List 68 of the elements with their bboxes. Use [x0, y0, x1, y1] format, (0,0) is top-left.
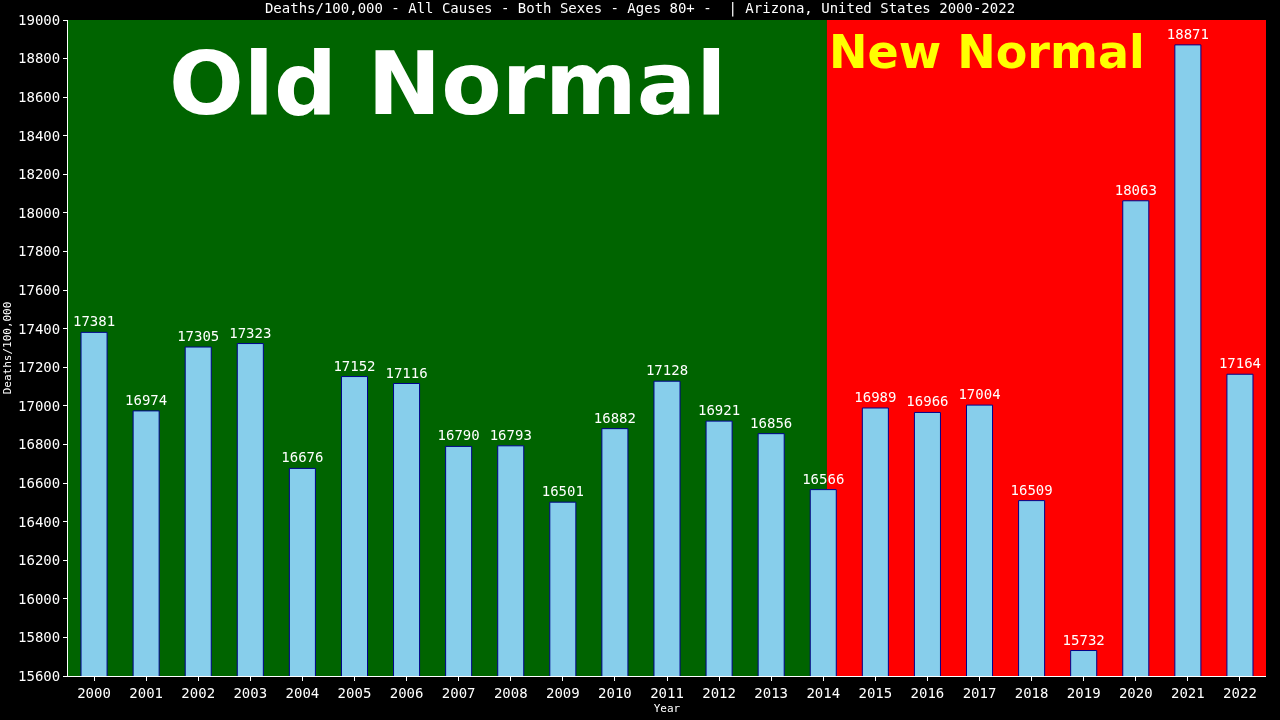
- x-tick-label: 2021: [1171, 684, 1205, 701]
- y-tick-label: 18200: [18, 166, 61, 183]
- x-tick-label: 2002: [181, 684, 216, 701]
- data-label: 18063: [1114, 181, 1157, 198]
- x-tick-label: 2019: [1066, 684, 1101, 701]
- y-tick-label: 17000: [18, 397, 61, 414]
- y-tick-label: 16400: [18, 513, 61, 530]
- y-tick-label: 19000: [18, 11, 61, 28]
- x-tick-label: 2003: [233, 684, 268, 701]
- data-label: 17004: [958, 386, 1001, 403]
- chart-title: Deaths/100,000 - All Causes - Both Sexes - Ages 80+ - | Arizona, United States 2000-2022: [264, 0, 1016, 18]
- y-tick-label: 18400: [18, 127, 61, 144]
- x-tick-label: 2005: [337, 684, 372, 701]
- x-tick-label: 2000: [77, 684, 111, 701]
- x-tick-label: 2011: [650, 684, 684, 701]
- data-label: 17305: [177, 328, 220, 345]
- y-tick-label: 16200: [18, 552, 61, 569]
- x-tick-label: 2007: [441, 684, 476, 701]
- y-tick-label: 15600: [18, 667, 61, 684]
- x-tick-label: 2015: [858, 684, 893, 701]
- x-tick-label: 2020: [1118, 684, 1153, 701]
- band-label: Old Normal: [169, 32, 727, 135]
- data-label: 16509: [1010, 481, 1053, 498]
- band-label: New Normal: [829, 25, 1145, 79]
- x-tick-label: 2001: [129, 684, 163, 701]
- y-tick-label: 16600: [18, 474, 61, 491]
- data-label: 17381: [72, 313, 116, 330]
- y-tick-label: 18000: [18, 204, 61, 221]
- x-axis-title: Year: [653, 702, 681, 715]
- x-tick-label: 2006: [389, 684, 424, 701]
- y-tick-label: 17600: [18, 282, 61, 299]
- x-tick-label: 2012: [702, 684, 736, 701]
- data-label: 17164: [1218, 355, 1262, 372]
- data-label: 16793: [489, 426, 532, 443]
- data-label: 17128: [645, 362, 689, 379]
- x-tick-label: 2008: [493, 684, 528, 701]
- data-label: 16676: [281, 449, 324, 466]
- x-tick-label: 2016: [910, 684, 945, 701]
- data-label: 15732: [1062, 631, 1105, 648]
- data-label: 16966: [906, 393, 949, 410]
- y-tick-label: 16800: [18, 436, 61, 453]
- x-tick-label: 2013: [754, 684, 789, 701]
- x-tick-label: 2010: [598, 684, 632, 701]
- x-tick-label: 2018: [1014, 684, 1049, 701]
- data-label: 16790: [437, 427, 480, 444]
- data-label: 16921: [698, 402, 741, 419]
- y-tick-label: 16000: [18, 590, 61, 607]
- data-label: 18871: [1166, 25, 1209, 42]
- y-tick-label: 15800: [18, 629, 61, 646]
- x-tick-label: 2009: [545, 684, 580, 701]
- data-label: 16501: [541, 483, 584, 500]
- x-tick-label: 2014: [806, 684, 841, 701]
- y-tick-label: 17200: [18, 359, 61, 376]
- x-tick-label: 2022: [1223, 684, 1257, 701]
- data-label: 17152: [333, 357, 376, 374]
- y-tick-label: 18600: [18, 89, 61, 106]
- data-label: 16974: [125, 391, 168, 408]
- data-label: 16856: [750, 414, 793, 431]
- data-label: 17323: [229, 324, 272, 341]
- data-label: 16882: [593, 409, 636, 426]
- x-tick-label: 2017: [962, 684, 997, 701]
- y-tick-label: 17400: [18, 320, 61, 337]
- data-label: 17116: [385, 364, 428, 381]
- x-tick-label: 2004: [285, 684, 320, 701]
- data-label: 16989: [854, 389, 897, 405]
- y-tick-label: 17800: [18, 243, 61, 260]
- y-tick-label: 18800: [18, 50, 61, 67]
- y-axis-title: Deaths/100,000: [0, 301, 14, 395]
